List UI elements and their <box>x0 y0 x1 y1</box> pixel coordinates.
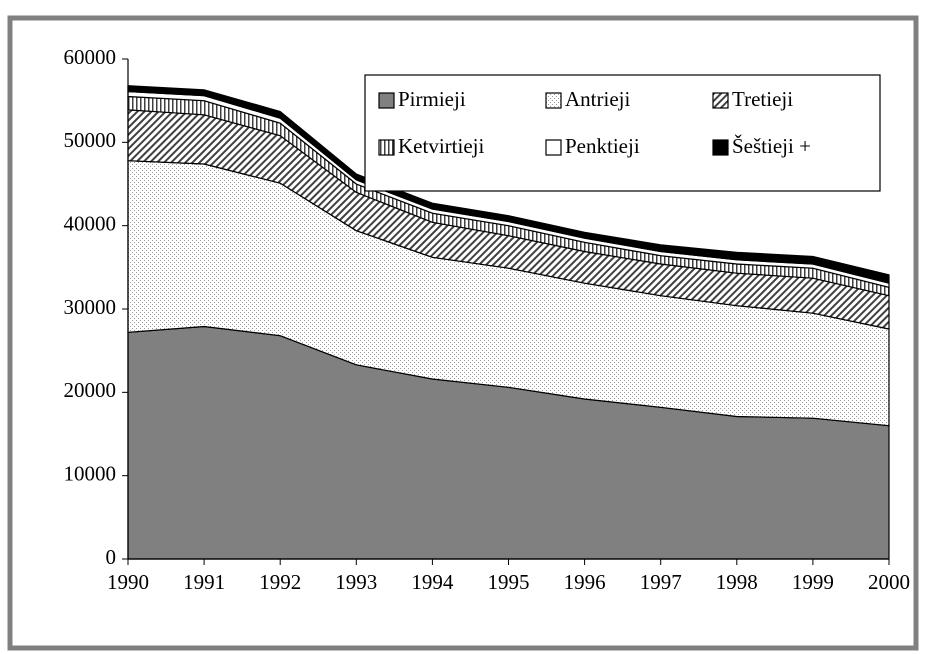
x-tick-label: 1997 <box>640 570 682 594</box>
legend-swatch <box>378 139 395 156</box>
x-tick-label: 1996 <box>564 570 606 594</box>
legend-label: Tretieji <box>732 87 793 111</box>
y-tick-label: 60000 <box>64 45 117 69</box>
legend-label: Ketvirtieji <box>398 134 484 158</box>
x-tick-label: 1993 <box>335 570 377 594</box>
y-tick-label: 50000 <box>64 128 117 152</box>
legend-label: Pirmieji <box>398 87 466 111</box>
legend-swatch <box>545 92 562 109</box>
legend-label: Antrieji <box>565 87 630 111</box>
legend-swatch <box>545 139 562 156</box>
legend-swatch <box>378 92 395 109</box>
y-tick-label: 0 <box>106 545 117 569</box>
x-tick-label: 1991 <box>183 570 225 594</box>
legend-label: Šeštieji + <box>732 134 811 158</box>
y-tick-label: 10000 <box>64 461 117 485</box>
x-tick-label: 2000 <box>868 570 910 594</box>
y-tick-label: 30000 <box>64 295 117 319</box>
y-tick-label: 40000 <box>64 211 117 235</box>
area <box>127 85 890 284</box>
x-tick-label: 1994 <box>411 570 454 594</box>
x-tick-label: 1992 <box>259 570 301 594</box>
legend-swatch <box>712 139 729 156</box>
x-tick-label: 1995 <box>488 570 530 594</box>
y-tick-label: 20000 <box>64 378 117 402</box>
x-tick-label: 1999 <box>792 570 834 594</box>
legend-label: Penktieji <box>565 134 640 158</box>
x-tick-label: 1990 <box>107 570 149 594</box>
legend-box <box>364 74 881 192</box>
x-tick-label: 1998 <box>716 570 758 594</box>
legend-swatch <box>712 92 729 109</box>
frame <box>7 15 919 651</box>
